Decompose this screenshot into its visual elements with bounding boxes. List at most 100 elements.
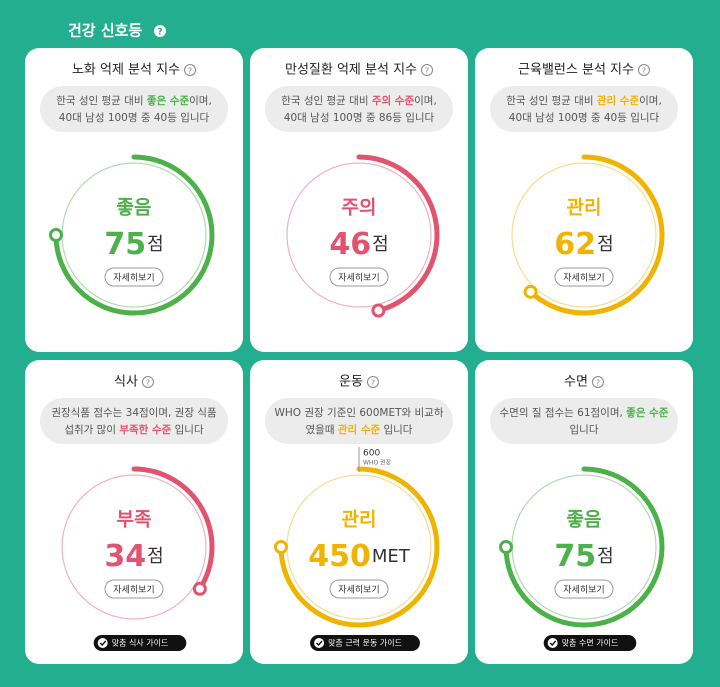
description-line: 한국 성인 평균 대비 관리 수준이며, [506, 94, 662, 107]
description-text: 40대 남성 100명 중 40등 입니다 [59, 111, 210, 124]
description-line: 입니다 [570, 423, 599, 436]
description-line: 였을때 관리 수준 입니다 [306, 423, 413, 436]
detail-button-label: 자세히보기 [113, 273, 154, 284]
card-title: 만성질환 억제 분석 지수 [285, 63, 417, 78]
gauge-end-marker [371, 303, 386, 318]
description-text: 한국 성인 평균 대비 [506, 95, 597, 107]
highlight-text: 좋은 수준 [147, 95, 190, 107]
score: 75점 [554, 539, 613, 574]
guide-check-mark [99, 640, 107, 647]
detail-button[interactable] [554, 267, 614, 287]
status-label: 관리 [567, 197, 602, 219]
score-unit: 점 [597, 234, 614, 255]
detail-button[interactable] [104, 267, 164, 287]
guide-label: 맞춤 식사 가이드 [112, 638, 169, 648]
gauge-ring [286, 162, 432, 308]
description-text: 이며, [414, 95, 437, 107]
description-bubble [265, 86, 453, 132]
target-label: WHO 권장 [363, 459, 392, 467]
guide-button[interactable] [543, 635, 637, 651]
score: 450MET [308, 539, 411, 574]
description-text: 이며, [189, 95, 212, 107]
description-bubble [40, 398, 228, 444]
description-text: 입니다 [171, 423, 204, 436]
description-bubble [490, 86, 678, 132]
help-icon[interactable] [154, 25, 166, 37]
card-title: 운동 [339, 375, 363, 390]
guide-label: 맞춤 수면 가이드 [562, 638, 619, 648]
score-value: 450 [308, 539, 371, 574]
score-value: 62 [554, 227, 596, 262]
description-text: 이며, [639, 95, 662, 107]
help-icon[interactable] [141, 376, 154, 388]
description-text: 한국 성인 평균 대비 [56, 95, 147, 107]
detail-button[interactable] [104, 579, 164, 599]
gauge-arc [278, 466, 440, 628]
help-icon[interactable] [366, 376, 379, 388]
description-line: 권장식품 점수는 34점이며, 권장 식품 [51, 407, 217, 419]
detail-button[interactable] [554, 579, 614, 599]
description-text: 40대 남성 100명 중 40등 입니다 [509, 111, 660, 124]
description-line: 40대 남성 100명 중 40등 입니다 [59, 111, 210, 124]
help-icon[interactable] [591, 376, 604, 388]
gauge-ring [511, 162, 657, 308]
section-title: 건강 신호등 [68, 22, 142, 40]
score-unit: 점 [372, 234, 389, 255]
score-value: 75 [554, 539, 596, 574]
description-text: WHO 권장 기준인 600MET와 비교하 [275, 406, 444, 419]
score: 62점 [554, 227, 613, 262]
description-text: 였을때 [306, 424, 338, 436]
description-line: WHO 권장 기준인 600MET와 비교하 [275, 406, 444, 419]
help-icon-mark: ? [157, 28, 162, 38]
guide-button[interactable] [310, 635, 420, 651]
score-unit: MET [372, 546, 411, 567]
card-title: 식사 [114, 375, 138, 390]
detail-button[interactable] [329, 267, 389, 287]
description-text: 섭취가 많이 [64, 424, 119, 436]
status-label: 주의 [342, 197, 377, 219]
guide-check-mark [316, 640, 323, 647]
highlight-text: 관리 수준 [597, 94, 640, 107]
description-bubble [490, 398, 678, 444]
description-text: 40대 남성 100명 중 86등 입니다 [284, 111, 435, 124]
score-value: 46 [329, 227, 371, 262]
help-icon-mark: ? [371, 379, 375, 388]
gauge-end-marker [192, 581, 207, 596]
description-line: 40대 남성 100명 중 86등 입니다 [284, 111, 435, 124]
card-title: 수면 [564, 375, 588, 390]
gauge-arc [528, 154, 665, 316]
help-icon[interactable] [184, 64, 197, 76]
gauge-end-marker [499, 540, 513, 554]
help-icon[interactable] [421, 64, 433, 76]
score-unit: 점 [597, 546, 614, 567]
status-label: 좋음 [117, 197, 152, 219]
status-label: 부족 [117, 509, 152, 531]
description-bubble [265, 398, 453, 444]
description-line: 40대 남성 100명 중 40등 입니다 [509, 111, 660, 124]
gauge-arc [503, 466, 665, 628]
card-title: 노화 억제 분석 지수 [72, 63, 180, 78]
guide-check-icon [547, 638, 558, 648]
detail-button-label: 자세히보기 [563, 273, 604, 284]
description-line: 한국 성인 평균 대비 주의 수준이며, [281, 94, 437, 107]
score-unit: 점 [147, 546, 164, 567]
description-bubble [40, 86, 228, 132]
guide-button[interactable] [93, 635, 187, 651]
score-value: 75 [104, 227, 146, 262]
help-icon[interactable] [637, 64, 650, 76]
gauge-ring [61, 474, 207, 620]
card: 노화 억제 분석 지수 ? 한국 성인 평균 대비 좋은 수준이며, 40대 남성 1… [25, 48, 243, 352]
gauge-end-marker [274, 540, 288, 554]
detail-button[interactable] [329, 579, 389, 599]
description-line: 수면의 질 점수는 61점이며, 좋은 수준 [500, 407, 669, 419]
target-value: 600 [363, 449, 380, 459]
detail-button-label: 자세히보기 [338, 273, 379, 284]
description-text: 입니다 [570, 423, 599, 436]
help-icon-mark: ? [596, 379, 600, 388]
description-text: 권장식품 점수는 34점이며, 권장 식품 [51, 407, 217, 419]
help-icon-mark: ? [146, 379, 150, 388]
score-value: 34 [104, 539, 146, 574]
